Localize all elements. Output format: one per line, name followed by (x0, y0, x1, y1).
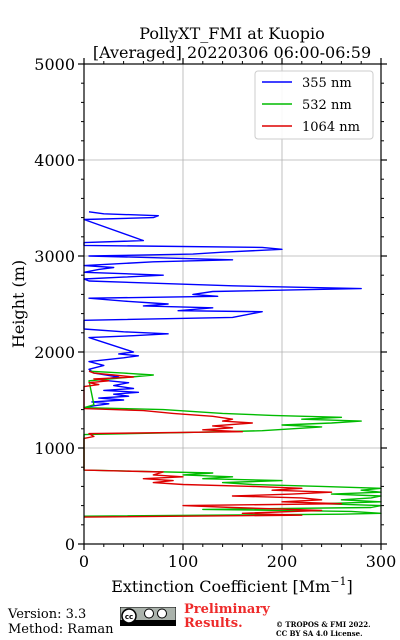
x-tick-label: 300 (366, 552, 397, 571)
legend-label-532: 532 nm (302, 98, 352, 113)
x-axis-label-main: Extinction Coefficient [Mm (111, 577, 330, 596)
x-axis-label-exponent: −1 (330, 575, 346, 588)
preliminary-line-1: Preliminary (184, 602, 270, 617)
series-line-355-nm (83, 211, 362, 409)
x-tick-label: 200 (267, 552, 298, 571)
chart-title: PollyXT_FMI at Kuopio (139, 24, 325, 43)
legend: 355 nm 532 nm 1064 nm (254, 70, 374, 140)
series-lines (83, 211, 382, 518)
legend-label-355: 355 nm (302, 76, 352, 91)
y-tick-label: 0 (65, 535, 75, 554)
x-axis-label: Extinction Coefficient [Mm−1] (111, 575, 353, 596)
copyright-line-1: © TROPOS & FMI 2022. (276, 620, 371, 629)
x-axis-label-end: ] (347, 577, 353, 596)
cc-by-sa-icon: cc (120, 607, 176, 626)
version-text: Version: 3.3 (8, 607, 87, 622)
y-tick-label: 3000 (34, 247, 75, 266)
svg-text:cc: cc (125, 613, 133, 621)
y-axis-label: Height (m) (9, 260, 28, 348)
y-tick-label: 4000 (34, 151, 75, 170)
plot-area-frame (83, 63, 382, 545)
extinction-profile-chart: PollyXT_FMI at Kuopio [Averaged] 2022030… (9, 24, 396, 596)
x-tick-label: 0 (79, 552, 89, 571)
legend-label-1064: 1064 nm (302, 120, 360, 135)
chart-subtitle: [Averaged] 20220306 06:00-06:59 (93, 43, 371, 62)
preliminary-notice: Preliminary Results. (184, 603, 270, 631)
y-tick-label: 1000 (34, 439, 75, 458)
y-tick-label: 5000 (34, 55, 75, 74)
y-tick-label: 2000 (34, 343, 75, 362)
copyright-notice: © TROPOS & FMI 2022. CC BY SA 4.0 Licens… (276, 620, 371, 638)
legend-box (254, 70, 374, 140)
method-text: Method: Raman (8, 622, 114, 637)
copyright-line-2: CC BY SA 4.0 License. (276, 629, 363, 638)
preliminary-line-2: Results. (184, 616, 243, 631)
x-tick-label: 100 (168, 552, 199, 571)
